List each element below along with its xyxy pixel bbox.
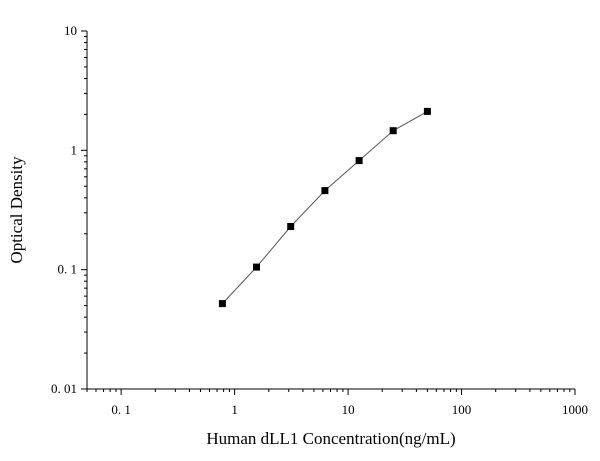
data-point — [423, 107, 431, 115]
y-tick-label: 0. 1 — [58, 262, 78, 277]
y-tick-label: 1 — [71, 142, 78, 157]
y-axis-title: Optical Density — [7, 156, 26, 264]
data-point — [287, 223, 295, 230]
data-point — [218, 300, 226, 308]
series — [218, 107, 431, 308]
x-axis-title: Human dLL1 Concentration(ng/mL) — [206, 429, 455, 448]
x-tick-label: 100 — [452, 402, 472, 417]
axes — [86, 31, 575, 390]
data-point — [253, 263, 260, 271]
fit-curve — [222, 110, 428, 304]
data-point — [389, 127, 397, 135]
y-ticks: 0. 01 0. 1 1 10 — [51, 23, 87, 396]
x-tick-label: 1000 — [562, 402, 588, 417]
y-tick-label: 10 — [64, 23, 77, 38]
x-tick-label: 1 — [231, 402, 238, 417]
x-tick-label: 0. 1 — [111, 402, 131, 417]
data-point — [321, 187, 329, 195]
x-tick-label: 10 — [342, 402, 355, 417]
data-point — [355, 157, 363, 165]
y-tick-label: 0. 01 — [51, 381, 77, 396]
x-ticks: 0. 1 1 10 100 1000 — [86, 389, 588, 417]
